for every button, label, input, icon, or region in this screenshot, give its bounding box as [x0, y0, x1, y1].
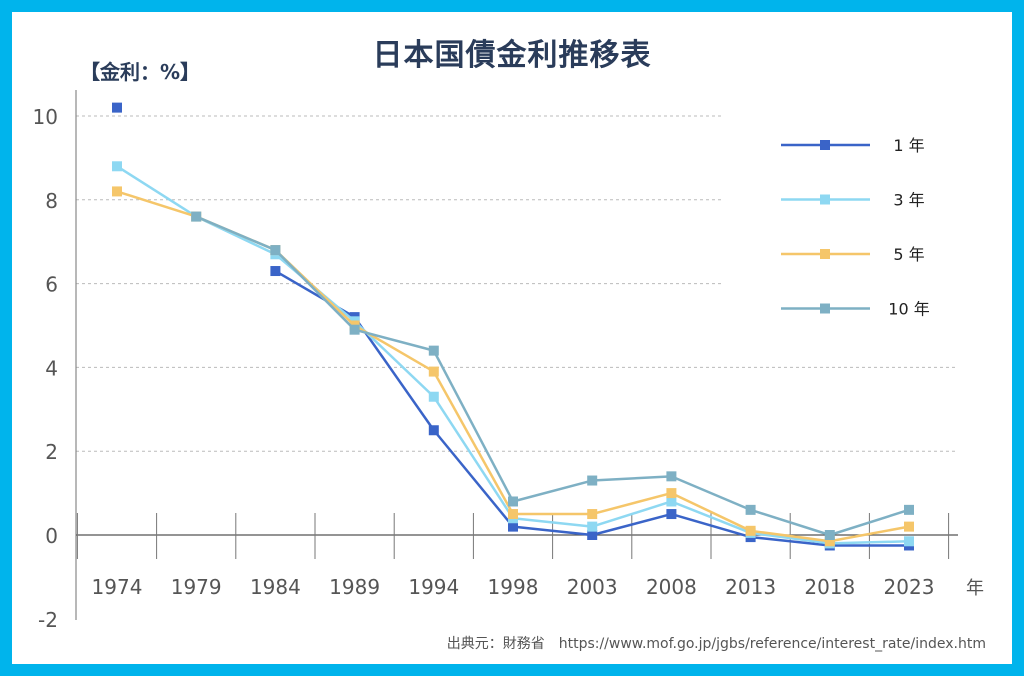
data-point-marker: [112, 102, 122, 113]
data-point-marker: [666, 496, 677, 507]
series-line-segment: [512, 516, 593, 528]
axes: -2 0 2 4 6 8 10 1974 1979 1984 1989 1994 1998 2003 200…: [33, 90, 984, 632]
data-point-marker: [270, 266, 281, 277]
x-tick-label: 1984: [250, 575, 301, 599]
x-tick-label: 1974: [92, 575, 143, 599]
data-point-marker: [508, 509, 518, 520]
legend-label: 5 年: [893, 245, 924, 264]
legend-marker: [820, 140, 830, 150]
series-line-segment: [195, 215, 276, 252]
legend-label: 1 年: [893, 136, 924, 155]
x-tick-label: 1989: [329, 575, 380, 599]
series-line-segment: [354, 328, 435, 352]
series-line-segment: [274, 249, 356, 331]
data-point-marker: [587, 521, 598, 532]
data-point-marker: [587, 509, 598, 520]
series-line-segment: [670, 491, 752, 532]
series-line-segment: [592, 475, 672, 482]
y-tick-label: 10: [33, 105, 58, 129]
data-point-marker: [508, 496, 518, 507]
series-line-segment: [512, 525, 593, 537]
series-line-segment: [671, 512, 751, 539]
data-point-marker: [745, 504, 756, 515]
chart-frame: [12, 12, 1012, 664]
series-line-segment: [750, 531, 830, 545]
series-line-segment: [591, 512, 672, 537]
y-tick-label: 8: [45, 189, 58, 213]
series-line-segment: [353, 316, 435, 431]
series-line-segment: [432, 350, 515, 503]
legend-marker: [820, 249, 830, 259]
series-line-segment: [591, 491, 672, 516]
legend-label: 3 年: [893, 191, 924, 210]
source-note: 出典元：財務省 https://www.mof.go.jp/jgbs/refere…: [447, 633, 986, 653]
series-line-segment: [750, 508, 831, 537]
source-label: 出典元：財務省: [446, 636, 545, 652]
series-line-segment: [829, 525, 910, 543]
legend-marker: [820, 303, 830, 314]
data-point-marker: [587, 530, 598, 540]
data-point-marker: [112, 186, 122, 197]
x-tick-label: 2018: [804, 575, 855, 599]
y-tick-label: 2: [45, 440, 58, 464]
series-3: [112, 186, 914, 547]
y-axis-unit-label: 【金利：%】: [80, 60, 201, 84]
series-lines: [112, 102, 914, 551]
data-point-marker: [904, 521, 914, 532]
data-point-marker: [349, 324, 360, 335]
data-point-marker: [666, 509, 677, 520]
series-line-segment: [512, 479, 593, 503]
x-tick-label: 2008: [646, 575, 697, 599]
series-line-segment: [750, 535, 830, 547]
y-tick-label: 6: [45, 273, 58, 297]
data-point-marker: [428, 366, 439, 377]
series-line-segment: [750, 529, 830, 543]
series-line-segment: [116, 190, 197, 218]
series-2: [112, 161, 914, 549]
data-point-marker: [745, 525, 756, 536]
data-point-marker: [904, 536, 914, 547]
data-point-marker: [428, 345, 439, 356]
series-line-segment: [829, 508, 910, 537]
y-tick-label: 4: [45, 356, 58, 380]
data-point-marker: [587, 475, 598, 486]
y-tick-label: 0: [45, 524, 58, 548]
data-point-marker: [904, 504, 914, 515]
series-1: [112, 102, 914, 551]
gridlines: [76, 115, 958, 452]
data-point-marker: [428, 425, 439, 436]
x-tick-label: 2003: [567, 575, 618, 599]
data-point-marker: [666, 488, 677, 499]
series-line-segment: [432, 396, 515, 519]
data-point-marker: [508, 521, 518, 532]
series-line-segment: [670, 500, 752, 535]
x-tick-label: 2023: [884, 575, 935, 599]
series-line-segment: [432, 370, 515, 515]
data-point-marker: [824, 530, 835, 540]
series-line-segment: [432, 429, 514, 528]
legend-marker: [820, 194, 830, 205]
x-tick-label: 1998: [488, 575, 539, 599]
legend: 1 年 3 年 5 年 10 年: [781, 136, 930, 319]
data-point-marker: [191, 211, 202, 222]
series-line-segment: [591, 500, 672, 528]
data-point-marker: [666, 471, 677, 482]
chart-title: 日本国債金利推移表: [372, 38, 652, 73]
series-4: [191, 211, 914, 540]
legend-label: 10 年: [888, 300, 929, 319]
series-line-segment: [116, 165, 197, 218]
data-point-marker: [270, 245, 281, 256]
data-point-marker: [824, 536, 835, 547]
x-axis-unit-label: 年: [966, 578, 984, 599]
series-line-segment: [829, 540, 910, 545]
data-point-marker: [428, 391, 439, 402]
data-point-marker: [112, 161, 122, 172]
x-tick-label: 1994: [408, 575, 459, 599]
series-line-segment: [670, 475, 752, 512]
x-tick-label: 2013: [725, 575, 776, 599]
y-tick-label: -2: [38, 608, 58, 632]
x-tick-label: 1979: [171, 575, 222, 599]
source-url: https://www.mof.go.jp/jgbs/reference/int…: [558, 636, 986, 652]
